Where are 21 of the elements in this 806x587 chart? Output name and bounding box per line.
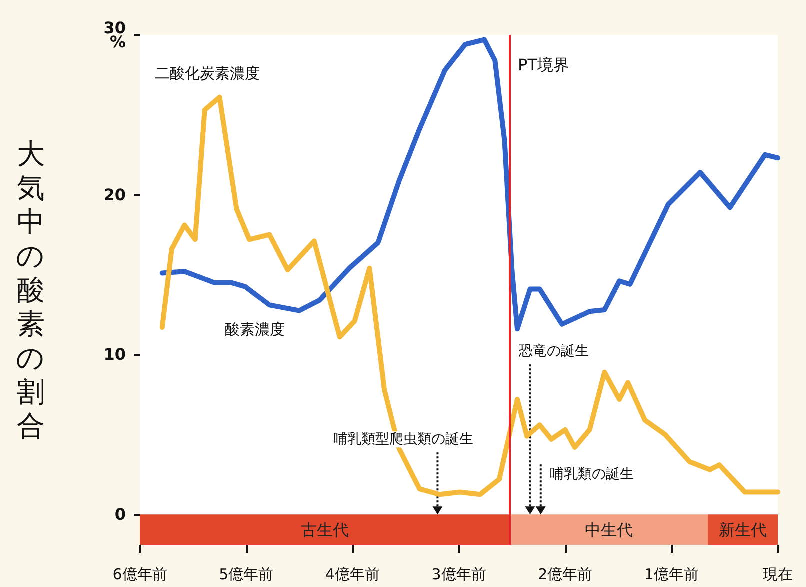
x-tick-label: 3億年前	[432, 566, 486, 584]
annotation: 哺乳類の誕生	[550, 466, 634, 483]
x-tick-label: 6億年前	[112, 566, 168, 584]
x-tick-label: 1億年前	[644, 566, 699, 584]
ref-line-label: PT境界	[518, 56, 570, 74]
x-tick-label: 現在	[763, 566, 793, 584]
y-tick-label: 10	[104, 345, 126, 364]
y-tick-label: 20	[104, 185, 126, 204]
band-label: 古生代	[301, 520, 350, 540]
x-tick-label: 4億年前	[325, 566, 380, 584]
text: 大気中の酸素の割合	[16, 138, 45, 442]
x-tick-label: 5億年前	[219, 566, 274, 584]
series-label: 二酸化炭素濃度	[155, 64, 260, 82]
band-label: 中生代	[584, 520, 633, 540]
y-tick-label: 0	[114, 505, 126, 524]
band-label: 新生代	[718, 520, 767, 540]
x-tick-label: 2億年前	[538, 566, 593, 584]
series-label: 酸素濃度	[225, 320, 285, 338]
annotation: 哺乳類型爬虫類の誕生	[334, 432, 474, 448]
annotation: 恐竜の誕生	[518, 344, 590, 360]
y-tick-label: 30 %	[104, 18, 126, 52]
